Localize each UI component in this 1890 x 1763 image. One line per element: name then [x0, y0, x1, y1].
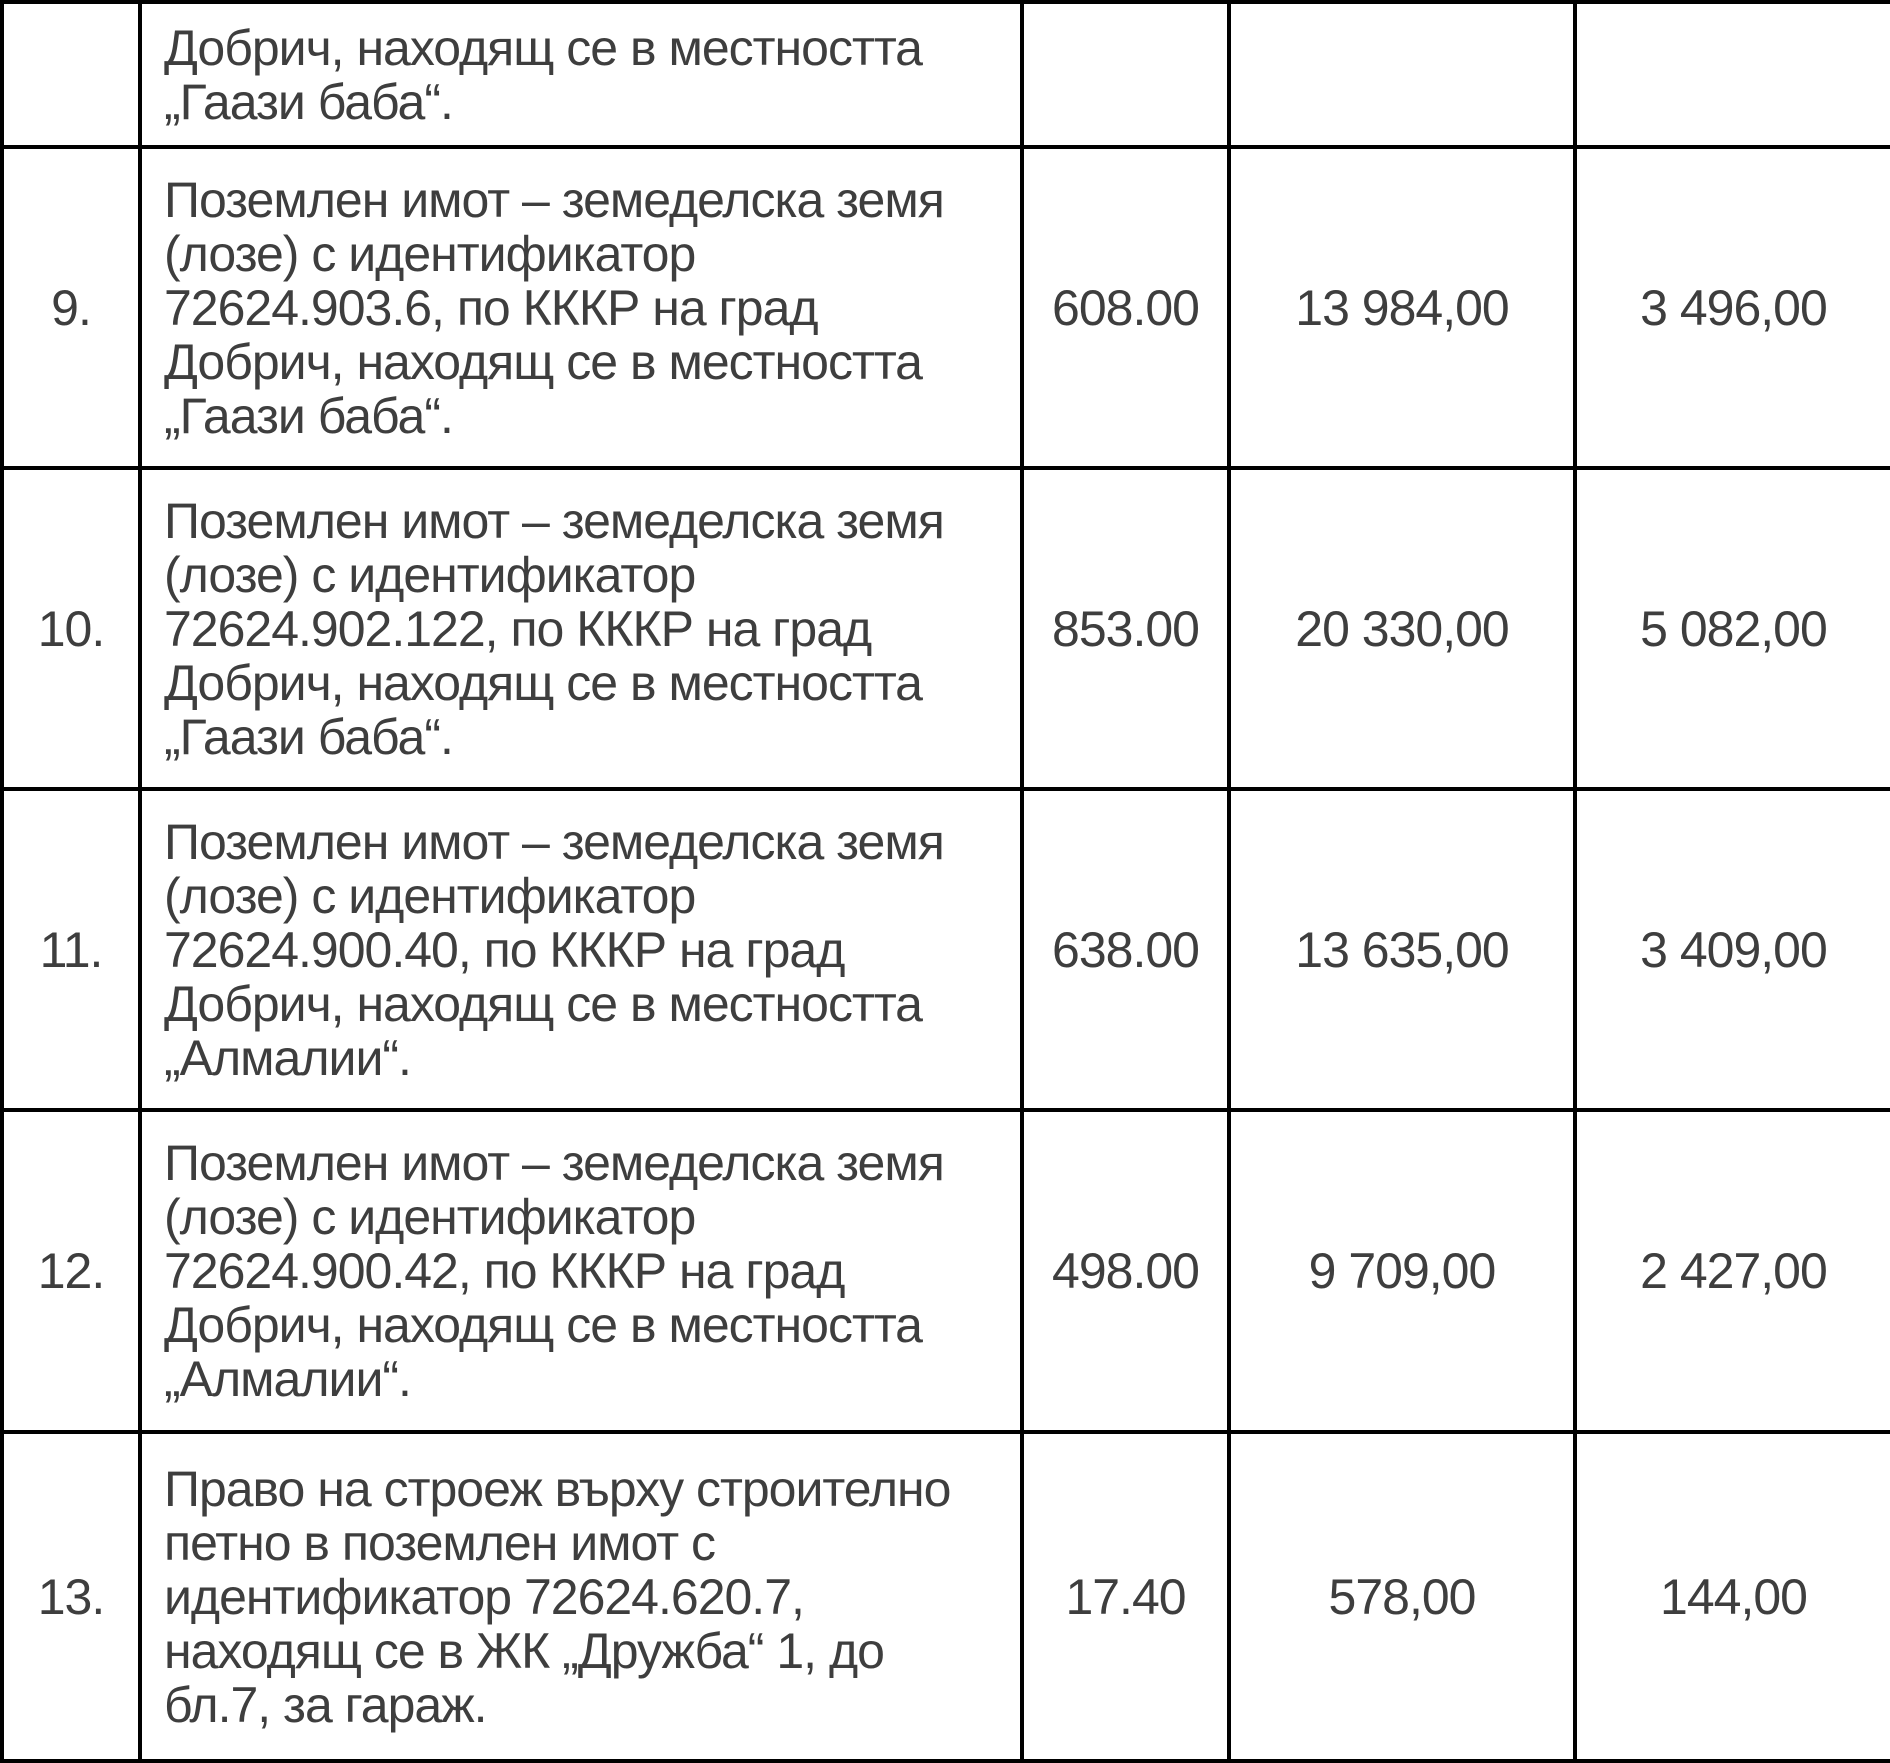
cell-description: Поземлен имот – земеделска земя (лозе) с… [138, 787, 1024, 1112]
cell-description: Поземлен имот – земеделска земя (лозе) с… [138, 145, 1024, 470]
cell-amount-1: 853.00 [1020, 466, 1231, 791]
cell-number: 10. [0, 466, 142, 791]
cell-description: Поземлен имот – земеделска земя (лозе) с… [138, 1108, 1024, 1434]
table-row: 13. Право на строеж върху строително пет… [0, 1430, 1890, 1763]
cell-amount-3: 5 082,00 [1573, 466, 1890, 791]
cell-description: Поземлен имот – земеделска земя (лозе) с… [138, 466, 1024, 791]
cell-description: Право на строеж върху строително петно в… [138, 1430, 1024, 1763]
cell-amount-3: 3 496,00 [1573, 145, 1890, 470]
table-row: 10. Поземлен имот – земеделска земя (лоз… [0, 466, 1890, 791]
cell-amount-2: 20 330,00 [1227, 466, 1577, 791]
table-row: 11. Поземлен имот – земеделска земя (лоз… [0, 787, 1890, 1112]
cell-amount-3: 144,00 [1573, 1430, 1890, 1763]
cell-amount-1: 638.00 [1020, 787, 1231, 1112]
table-row: 12. Поземлен имот – земеделска земя (лоз… [0, 1108, 1890, 1434]
cell-amount-1: 17.40 [1020, 1430, 1231, 1763]
cell-amount-1: 498.00 [1020, 1108, 1231, 1434]
cell-number [0, 0, 142, 149]
cell-amount-2: 13 635,00 [1227, 787, 1577, 1112]
table-row: Добрич, находящ се в местността „Гаази б… [0, 0, 1890, 149]
cell-amount-3 [1573, 0, 1890, 149]
cell-number: 13. [0, 1430, 142, 1763]
cell-amount-2: 13 984,00 [1227, 145, 1577, 470]
cell-amount-2: 9 709,00 [1227, 1108, 1577, 1434]
cell-description: Добрич, находящ се в местността „Гаази б… [138, 0, 1024, 149]
cell-amount-1: 608.00 [1020, 145, 1231, 470]
cell-number: 12. [0, 1108, 142, 1434]
cell-number: 9. [0, 145, 142, 470]
cell-amount-1 [1020, 0, 1231, 149]
cell-amount-3: 3 409,00 [1573, 787, 1890, 1112]
cell-number: 11. [0, 787, 142, 1112]
table-row: 9. Поземлен имот – земеделска земя (лозе… [0, 145, 1890, 470]
cell-amount-2: 578,00 [1227, 1430, 1577, 1763]
cell-amount-3: 2 427,00 [1573, 1108, 1890, 1434]
cell-amount-2 [1227, 0, 1577, 149]
